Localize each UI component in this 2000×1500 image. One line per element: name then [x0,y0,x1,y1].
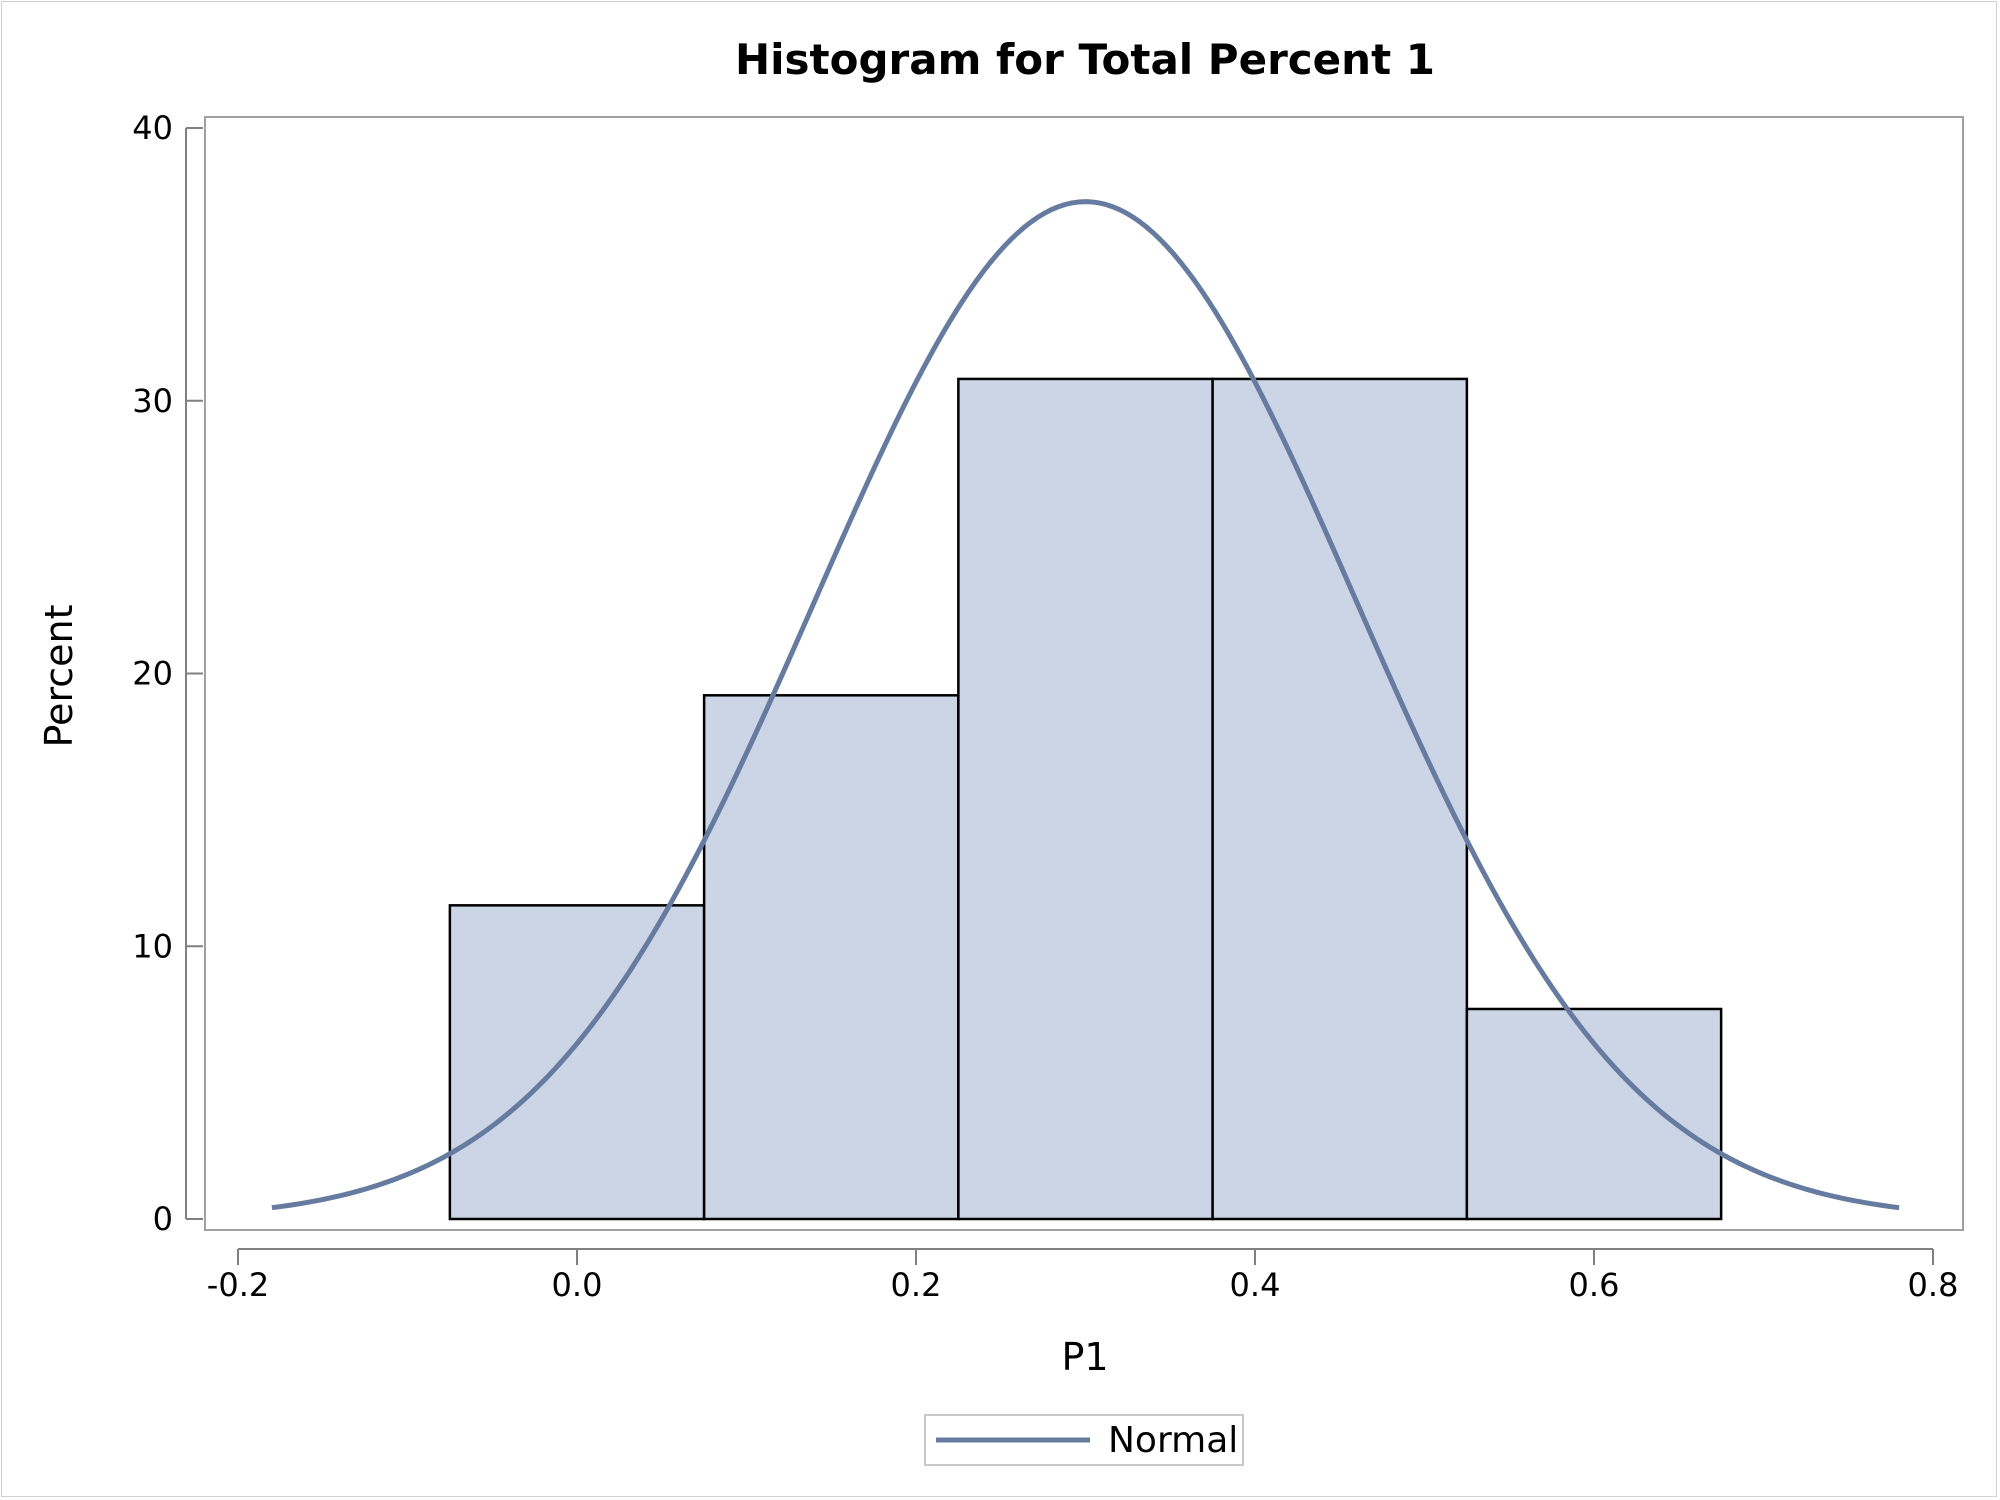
histogram-bars [448,377,1723,1221]
y-tick-label-2: 20 [132,655,173,693]
histogram-bar-4 [1211,377,1469,1221]
histogram-bar-3 [957,377,1214,1221]
y-tick-label-4: 40 [132,109,173,147]
histogram-bar-2 [702,694,960,1221]
x-tick-label-5: 0.8 [1908,1266,1959,1304]
histogram-bar-1 [448,904,706,1221]
x-tick-label-0: -0.2 [207,1266,269,1304]
y-tick-label-0: 0 [153,1200,173,1238]
x-tick-label-2: 0.2 [891,1266,942,1304]
x-tick-label-4: 0.6 [1569,1266,1620,1304]
y-tick-label-1: 10 [132,927,173,965]
x-axis-ticks: -0.2 0.0 0.2 0.4 0.6 0.8 [207,1249,1959,1304]
x-tick-label-3: 0.4 [1230,1266,1281,1304]
chart-title: Histogram for Total Percent 1 [735,35,1435,84]
plot-area-border [204,116,1964,1231]
normal-curve [271,199,1900,1211]
y-axis-label: Percent [37,605,81,748]
y-tick-label-3: 30 [132,382,173,420]
x-axis-label: P1 [1061,1335,1108,1379]
legend: Normal [924,1414,1244,1466]
y-axis-ticks: 0 10 20 30 40 [132,109,203,1238]
x-tick-label-1: 0.0 [552,1266,603,1304]
legend-label-normal: Normal [1108,1420,1238,1461]
